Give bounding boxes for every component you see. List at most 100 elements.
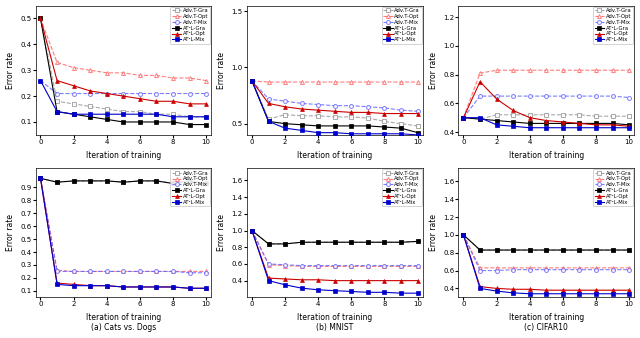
Adv.T-Gra	[348, 240, 355, 244]
Adv.T-Opt	[152, 73, 160, 77]
AT²L-Opt	[592, 288, 600, 292]
AT²L-Gra	[169, 120, 177, 124]
Adv.T-Gra	[103, 179, 111, 183]
AT²L-Opt	[476, 80, 484, 84]
Adv.T-Gra	[559, 113, 566, 117]
Line: AT²L-Gra: AT²L-Gra	[250, 228, 420, 246]
AT²L-Mix	[526, 126, 534, 130]
Adv.T-Opt	[281, 264, 289, 268]
Legend: Adv.T-Gra, Adv.T-Opt, Adv.T-Mix, AT²L-Gra, AT²L-Opt, AT²L-Mix: Adv.T-Gra, Adv.T-Opt, Adv.T-Mix, AT²L-Gr…	[170, 7, 210, 44]
Adv.T-Opt	[348, 264, 355, 268]
AT²L-Mix	[120, 285, 127, 289]
AT²L-Opt	[186, 102, 193, 106]
AT²L-Gra	[281, 122, 289, 126]
Adv.T-Gra	[70, 179, 77, 183]
Adv.T-Mix	[476, 268, 484, 272]
AT²L-Mix	[314, 288, 322, 292]
Adv.T-Opt	[202, 269, 210, 273]
AT²L-Gra	[248, 79, 256, 83]
Adv.T-Mix	[609, 94, 616, 98]
Adv.T-Mix	[526, 268, 534, 272]
Line: Adv.T-Mix: Adv.T-Mix	[250, 79, 420, 113]
Adv.T-Gra	[476, 117, 484, 121]
Adv.T-Gra	[543, 113, 550, 117]
AT²L-Gra	[120, 180, 127, 184]
AT²L-Mix	[476, 286, 484, 290]
Adv.T-Gra	[509, 248, 517, 252]
AT²L-Mix	[70, 112, 77, 116]
AT²L-Opt	[509, 287, 517, 291]
AT²L-Gra	[476, 248, 484, 252]
AT²L-Opt	[381, 279, 388, 283]
Line: Adv.T-Opt: Adv.T-Opt	[38, 17, 208, 82]
AT²L-Mix	[364, 132, 372, 136]
Adv.T-Mix	[509, 94, 517, 98]
AT²L-Mix	[186, 115, 193, 119]
AT²L-Gra	[298, 123, 305, 127]
Line: AT²L-Mix: AT²L-Mix	[461, 233, 631, 296]
Adv.T-Gra	[202, 115, 210, 119]
Adv.T-Mix	[248, 228, 256, 233]
AT²L-Mix	[136, 285, 144, 289]
Legend: Adv.T-Gra, Adv.T-Opt, Adv.T-Mix, AT²L-Gra, AT²L-Opt, AT²L-Mix: Adv.T-Gra, Adv.T-Opt, Adv.T-Mix, AT²L-Gr…	[593, 7, 633, 44]
AT²L-Gra	[265, 119, 273, 123]
AT²L-Gra	[53, 180, 61, 184]
Adv.T-Mix	[348, 104, 355, 108]
Adv.T-Gra	[103, 107, 111, 111]
Adv.T-Opt	[559, 68, 566, 72]
AT²L-Gra	[364, 124, 372, 128]
Adv.T-Opt	[314, 80, 322, 84]
Adv.T-Mix	[186, 271, 193, 275]
AT²L-Opt	[331, 109, 339, 113]
AT²L-Mix	[364, 290, 372, 294]
Adv.T-Gra	[348, 115, 355, 119]
Adv.T-Gra	[248, 228, 256, 233]
Adv.T-Opt	[476, 71, 484, 75]
AT²L-Mix	[592, 126, 600, 130]
AT²L-Mix	[36, 176, 44, 180]
AT²L-Opt	[36, 176, 44, 180]
AT²L-Gra	[202, 182, 210, 186]
Line: AT²L-Mix: AT²L-Mix	[38, 176, 208, 290]
Adv.T-Mix	[265, 97, 273, 101]
AT²L-Mix	[298, 286, 305, 290]
AT²L-Gra	[493, 119, 500, 123]
Adv.T-Mix	[364, 264, 372, 268]
Adv.T-Opt	[575, 68, 583, 72]
Adv.T-Opt	[36, 176, 44, 180]
Adv.T-Mix	[136, 92, 144, 96]
AT²L-Opt	[348, 111, 355, 115]
Adv.T-Opt	[281, 80, 289, 84]
Adv.T-Opt	[526, 266, 534, 270]
Adv.T-Mix	[314, 102, 322, 106]
AT²L-Opt	[152, 99, 160, 103]
Adv.T-Mix	[381, 264, 388, 268]
AT²L-Opt	[348, 279, 355, 283]
AT²L-Gra	[526, 248, 534, 252]
AT²L-Mix	[202, 115, 210, 119]
Adv.T-Mix	[609, 268, 616, 272]
Line: AT²L-Opt: AT²L-Opt	[250, 228, 420, 283]
Adv.T-Gra	[543, 248, 550, 252]
AT²L-Gra	[152, 120, 160, 124]
AT²L-Opt	[364, 111, 372, 115]
AT²L-Mix	[36, 78, 44, 82]
AT²L-Gra	[381, 240, 388, 244]
Adv.T-Gra	[575, 113, 583, 117]
AT²L-Mix	[202, 286, 210, 290]
Adv.T-Gra	[53, 99, 61, 103]
Adv.T-Gra	[331, 240, 339, 244]
AT²L-Mix	[381, 132, 388, 136]
Adv.T-Gra	[609, 114, 616, 118]
AT²L-Opt	[625, 124, 633, 128]
AT²L-Gra	[86, 115, 94, 119]
Adv.T-Opt	[625, 266, 633, 270]
Adv.T-Gra	[592, 114, 600, 118]
AT²L-Opt	[120, 285, 127, 289]
AT²L-Opt	[460, 233, 467, 237]
AT²L-Gra	[348, 124, 355, 128]
Adv.T-Mix	[559, 94, 566, 98]
Adv.T-Gra	[364, 240, 372, 244]
AT²L-Mix	[625, 126, 633, 130]
Adv.T-Mix	[103, 269, 111, 273]
